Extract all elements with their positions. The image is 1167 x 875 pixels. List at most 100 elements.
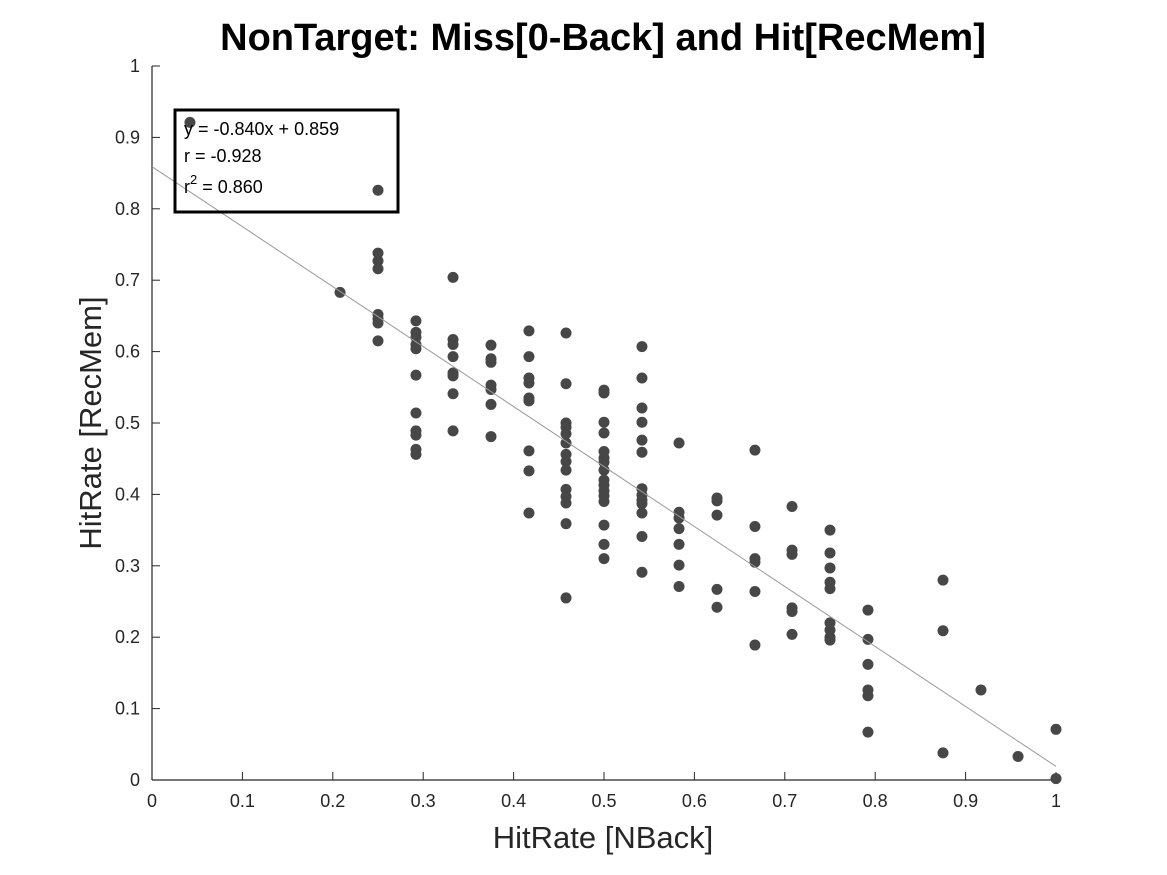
data-point — [560, 378, 572, 390]
annotation-r: r = -0.928 — [184, 146, 262, 166]
data-point — [560, 437, 572, 449]
data-point — [786, 501, 798, 513]
data-point — [824, 634, 836, 646]
data-point — [673, 538, 685, 550]
y-tick-label: 0.6 — [115, 342, 140, 362]
data-point — [711, 509, 723, 521]
data-point — [786, 605, 798, 617]
data-point — [636, 566, 648, 578]
data-point — [636, 531, 648, 543]
data-point — [485, 398, 497, 410]
annotation-r-squared: r2 = 0.860 — [184, 172, 263, 197]
data-point — [598, 416, 610, 428]
data-point — [560, 497, 572, 509]
data-point — [937, 574, 949, 586]
data-point — [410, 448, 422, 460]
data-point — [598, 427, 610, 439]
data-point — [560, 428, 572, 440]
data-point — [824, 562, 836, 574]
data-point — [636, 402, 648, 414]
annotation-equation: y = -0.840x + 0.859 — [184, 119, 339, 139]
data-point — [447, 338, 459, 350]
data-point — [636, 498, 648, 510]
data-point — [598, 519, 610, 531]
annotation-r2-value: = 0.860 — [197, 177, 263, 197]
x-tick-label: 0.5 — [591, 791, 616, 811]
data-point — [636, 446, 648, 458]
data-point — [485, 356, 497, 368]
y-tick-label: 0.5 — [115, 413, 140, 433]
data-point — [372, 263, 384, 275]
data-point — [560, 464, 572, 476]
x-tick-label: 0.4 — [501, 791, 526, 811]
data-point — [447, 425, 459, 437]
y-tick-label: 0.3 — [115, 556, 140, 576]
y-tick-label: 0.4 — [115, 484, 140, 504]
data-point — [410, 315, 422, 327]
data-point — [598, 387, 610, 399]
data-point — [862, 604, 874, 616]
data-point — [447, 271, 459, 283]
data-point — [636, 341, 648, 353]
x-axis-label: HitRate [NBack] — [493, 820, 714, 855]
data-points — [184, 116, 1062, 785]
data-point — [673, 523, 685, 535]
annotation-r2-sup: 2 — [190, 172, 197, 187]
y-tick-label: 0.1 — [115, 699, 140, 719]
fit-annotation-box: y = -0.840x + 0.859 r = -0.928 r2 = 0.86… — [173, 108, 400, 214]
data-point — [673, 512, 685, 524]
data-point — [598, 464, 610, 476]
data-point — [410, 429, 422, 441]
data-point — [523, 395, 535, 407]
data-point — [749, 444, 761, 456]
data-point — [862, 726, 874, 738]
data-point — [447, 351, 459, 363]
data-point — [485, 383, 497, 395]
x-tick-label: 0 — [147, 791, 157, 811]
y-tick-label: 0.8 — [115, 199, 140, 219]
data-point — [711, 583, 723, 595]
x-tick-label: 0.1 — [230, 791, 255, 811]
data-point — [636, 434, 648, 446]
data-point — [372, 335, 384, 347]
data-point — [372, 184, 384, 196]
annotation-r2-base: r — [184, 177, 190, 197]
data-point — [410, 407, 422, 419]
data-point — [598, 553, 610, 565]
data-point — [485, 431, 497, 443]
x-ticks: 0 0.1 0.2 0.3 0.4 0.5 0.6 0.7 0.8 0.9 1 — [147, 772, 1061, 811]
data-point — [598, 538, 610, 550]
y-tick-label: 1 — [130, 56, 140, 76]
x-tick-label: 0.9 — [953, 791, 978, 811]
data-point — [523, 465, 535, 477]
data-point — [636, 416, 648, 428]
data-point — [560, 592, 572, 604]
data-point — [410, 369, 422, 381]
data-point — [862, 658, 874, 670]
x-tick-label: 0.7 — [772, 791, 797, 811]
data-point — [523, 445, 535, 457]
data-point — [711, 601, 723, 613]
data-point — [824, 547, 836, 559]
data-point — [937, 625, 949, 637]
data-point — [184, 116, 196, 128]
data-point — [824, 524, 836, 536]
data-point — [824, 583, 836, 595]
data-point — [636, 507, 648, 519]
plot-area: 0 0.1 0.2 0.3 0.4 0.5 0.6 0.7 0.8 0.9 1 0 0.1 0.2 0.3… — [115, 56, 1062, 811]
data-point — [975, 684, 987, 696]
data-point — [711, 495, 723, 507]
data-point — [523, 351, 535, 363]
data-point — [786, 628, 798, 640]
data-point — [372, 255, 384, 267]
data-point — [560, 456, 572, 468]
data-point — [673, 559, 685, 571]
data-point — [372, 247, 384, 259]
data-point — [410, 343, 422, 355]
data-point — [447, 370, 459, 382]
data-point — [523, 325, 535, 337]
data-point — [523, 377, 535, 389]
x-tick-label: 0.2 — [320, 791, 345, 811]
